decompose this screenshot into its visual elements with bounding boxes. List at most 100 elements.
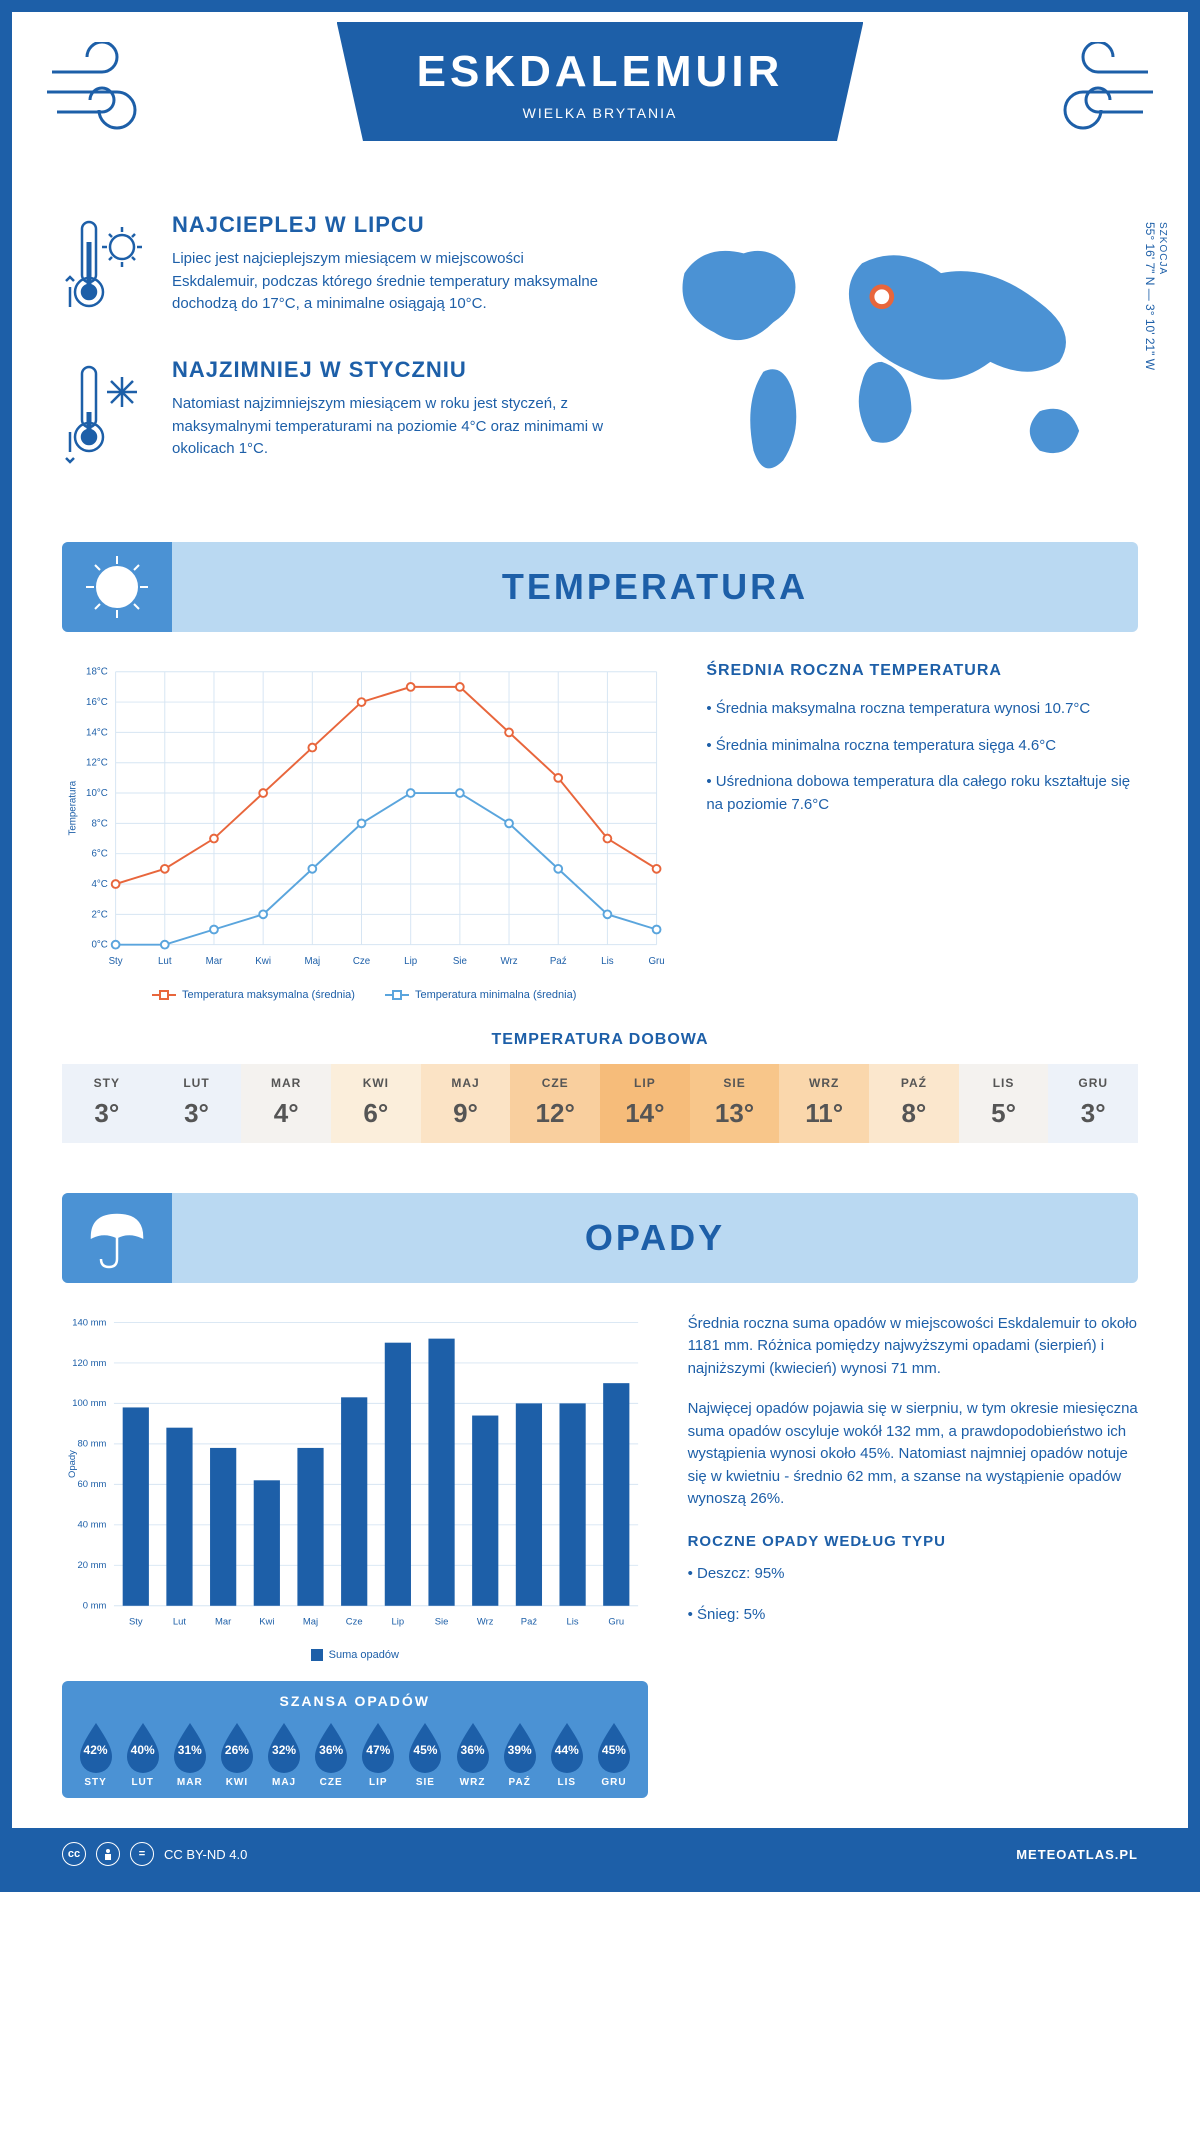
coordinates: SZKOCJA 55° 16' 7" N — 3° 10' 21" W (1143, 222, 1168, 370)
page-subtitle: WIELKA BRYTANIA (417, 105, 784, 121)
temperature-info: ŚREDNIA ROCZNA TEMPERATURA • Średnia mak… (706, 662, 1138, 1001)
cc-icon: cc (62, 1842, 86, 1866)
svg-text:Mar: Mar (215, 1617, 231, 1628)
svg-text:140 mm: 140 mm (72, 1317, 106, 1328)
svg-text:Sie: Sie (453, 956, 467, 967)
svg-text:Lis: Lis (567, 1617, 579, 1628)
daily-temp-cell: PAŹ8° (869, 1064, 959, 1143)
by-icon (96, 1842, 120, 1866)
fact-hot-title: NAJCIEPLEJ W LIPCU (172, 212, 605, 238)
svg-text:40 mm: 40 mm (78, 1520, 107, 1531)
svg-text:100 mm: 100 mm (72, 1398, 106, 1409)
chance-item: 32% MAJ (261, 1721, 308, 1788)
svg-text:Mar: Mar (206, 956, 224, 967)
daily-temp-cell: MAR4° (241, 1064, 331, 1143)
fact-cold-text: Natomiast najzimniejszym miesiącem w rok… (172, 393, 605, 461)
footer: cc = CC BY-ND 4.0 METEOATLAS.PL (12, 1828, 1188, 1880)
svg-text:Lip: Lip (392, 1617, 405, 1628)
svg-text:14°C: 14°C (86, 727, 108, 738)
chance-box: SZANSA OPADÓW 42% STY 40% LUT 31% MAR 26… (62, 1681, 648, 1798)
chance-item: 47% LIP (355, 1721, 402, 1788)
sun-icon (82, 552, 152, 622)
svg-text:Gru: Gru (608, 1617, 624, 1628)
precip-type-bullet: • Śnieg: 5% (688, 1604, 1138, 1627)
license-text: CC BY-ND 4.0 (164, 1847, 247, 1862)
chance-item: 26% KWI (213, 1721, 260, 1788)
chance-item: 36% WRZ (449, 1721, 496, 1788)
svg-text:Opady: Opady (67, 1450, 78, 1478)
svg-text:Paź: Paź (521, 1617, 538, 1628)
daily-temp-cell: STY3° (62, 1064, 152, 1143)
svg-text:Cze: Cze (353, 956, 370, 967)
svg-text:18°C: 18°C (86, 667, 108, 678)
daily-temp-row: STY3°LUT3°MAR4°KWI6°MAJ9°CZE12°LIP14°SIE… (62, 1064, 1138, 1143)
header: ESKDALEMUIR WIELKA BRYTANIA (12, 12, 1188, 192)
svg-text:Maj: Maj (304, 956, 320, 967)
precip-info: Średnia roczna suma opadów w miejscowośc… (688, 1313, 1138, 1798)
precip-chart: 0 mm 20 mm 40 mm 60 mm 80 mm 100 mm 120 mm 140 … (62, 1313, 648, 1634)
svg-text:Kwi: Kwi (259, 1617, 274, 1628)
svg-text:2°C: 2°C (91, 909, 107, 920)
chance-item: 45% GRU (590, 1721, 637, 1788)
page: ESKDALEMUIR WIELKA BRYTANIA NAJCIEPLEJ W… (0, 0, 1200, 1892)
svg-text:0°C: 0°C (91, 940, 107, 951)
svg-text:6°C: 6°C (91, 849, 107, 860)
svg-text:60 mm: 60 mm (78, 1479, 107, 1490)
svg-text:Paź: Paź (550, 956, 567, 967)
svg-text:120 mm: 120 mm (72, 1358, 106, 1369)
svg-text:Lip: Lip (404, 956, 417, 967)
map-marker (872, 287, 892, 307)
chance-item: 42% STY (72, 1721, 119, 1788)
fact-cold: NAJZIMNIEJ W STYCZNIU Natomiast najzimni… (62, 357, 605, 472)
thermometer-cold-icon (62, 357, 152, 467)
daily-temp-cell: CZE12° (510, 1064, 600, 1143)
legend-min: .legend-item:nth-child(2) .legend-swatch… (385, 989, 576, 1001)
intro-section: NAJCIEPLEJ W LIPCU Lipiec jest najcieple… (62, 212, 1138, 502)
precip-title: OPADY (172, 1217, 1138, 1259)
title-banner: ESKDALEMUIR WIELKA BRYTANIA (337, 22, 864, 141)
wind-icon (42, 42, 162, 142)
legend-precip: Suma opadów (311, 1649, 399, 1661)
svg-text:Lut: Lut (158, 956, 172, 967)
svg-text:80 mm: 80 mm (78, 1439, 107, 1450)
svg-text:Gru: Gru (648, 956, 664, 967)
precip-section-header: OPADY (62, 1193, 1138, 1283)
svg-text:Cze: Cze (346, 1617, 363, 1628)
daily-temp-cell: LIS5° (959, 1064, 1049, 1143)
daily-temp-cell: WRZ11° (779, 1064, 869, 1143)
daily-temp-title: TEMPERATURA DOBOWA (62, 1031, 1138, 1049)
svg-text:Wrz: Wrz (477, 1617, 494, 1628)
svg-text:0 mm: 0 mm (83, 1601, 107, 1612)
thermometer-hot-icon (62, 212, 152, 322)
page-title: ESKDALEMUIR (417, 47, 784, 97)
precip-type-bullet: • Deszcz: 95% (688, 1563, 1138, 1586)
chance-item: 31% MAR (166, 1721, 213, 1788)
svg-text:Kwi: Kwi (255, 956, 271, 967)
chance-item: 40% LUT (119, 1721, 166, 1788)
svg-text:16°C: 16°C (86, 697, 108, 708)
temp-bullet: • Średnia minimalna roczna temperatura s… (706, 735, 1138, 758)
svg-text:20 mm: 20 mm (78, 1560, 107, 1571)
daily-temp-cell: KWI6° (331, 1064, 421, 1143)
nd-icon: = (130, 1842, 154, 1866)
daily-temp-cell: MAJ9° (421, 1064, 511, 1143)
svg-text:4°C: 4°C (91, 879, 107, 890)
temperature-section-header: TEMPERATURA (62, 542, 1138, 632)
chance-item: 44% LIS (543, 1721, 590, 1788)
daily-temp-cell: LIP14° (600, 1064, 690, 1143)
svg-text:12°C: 12°C (86, 758, 108, 769)
daily-temp-cell: GRU3° (1048, 1064, 1138, 1143)
fact-hot-text: Lipiec jest najcieplejszym miesiącem w m… (172, 248, 605, 316)
svg-text:Lut: Lut (173, 1617, 186, 1628)
svg-text:Temperatura: Temperatura (68, 780, 79, 835)
svg-text:Wrz: Wrz (500, 956, 517, 967)
temperature-title: TEMPERATURA (172, 566, 1138, 608)
svg-text:Lis: Lis (601, 956, 614, 967)
svg-text:Sie: Sie (435, 1617, 449, 1628)
daily-temp-cell: LUT3° (152, 1064, 242, 1143)
legend-max: .legend-item:nth-child(1) .legend-swatch… (152, 989, 355, 1001)
fact-hot: NAJCIEPLEJ W LIPCU Lipiec jest najcieple… (62, 212, 605, 327)
temp-bullet: • Średnia maksymalna roczna temperatura … (706, 698, 1138, 721)
chance-item: 45% SIE (402, 1721, 449, 1788)
svg-text:Maj: Maj (303, 1617, 318, 1628)
